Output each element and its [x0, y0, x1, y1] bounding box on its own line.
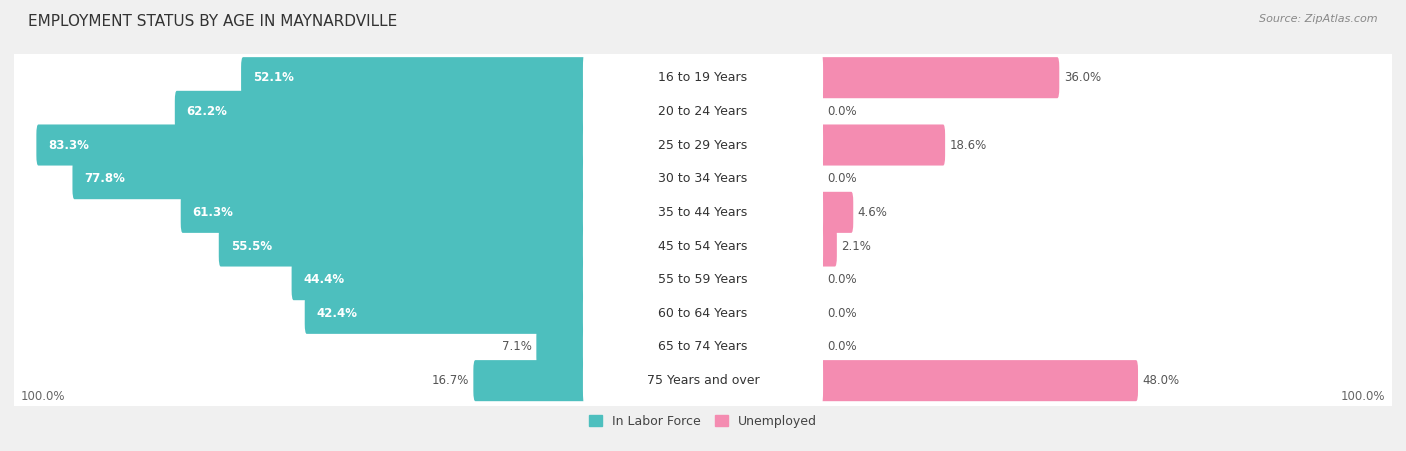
- FancyBboxPatch shape: [820, 226, 837, 267]
- FancyBboxPatch shape: [13, 147, 1393, 210]
- FancyBboxPatch shape: [820, 57, 1059, 98]
- Text: 2.1%: 2.1%: [841, 239, 872, 253]
- FancyBboxPatch shape: [583, 210, 823, 282]
- FancyBboxPatch shape: [13, 115, 1393, 175]
- FancyBboxPatch shape: [13, 316, 1393, 378]
- Text: 25 to 29 Years: 25 to 29 Years: [658, 138, 748, 152]
- Text: 75 Years and over: 75 Years and over: [647, 374, 759, 387]
- Text: 20 to 24 Years: 20 to 24 Years: [658, 105, 748, 118]
- Text: 36.0%: 36.0%: [1064, 71, 1101, 84]
- Text: 83.3%: 83.3%: [48, 138, 89, 152]
- FancyBboxPatch shape: [174, 91, 586, 132]
- FancyBboxPatch shape: [13, 350, 1393, 411]
- Text: 65 to 74 Years: 65 to 74 Years: [658, 341, 748, 354]
- FancyBboxPatch shape: [820, 192, 853, 233]
- Text: 52.1%: 52.1%: [253, 71, 294, 84]
- FancyBboxPatch shape: [13, 282, 1393, 345]
- Text: 0.0%: 0.0%: [828, 307, 858, 320]
- Text: 100.0%: 100.0%: [21, 390, 65, 403]
- Text: 45 to 54 Years: 45 to 54 Years: [658, 239, 748, 253]
- FancyBboxPatch shape: [13, 81, 1393, 142]
- FancyBboxPatch shape: [820, 360, 1137, 401]
- Text: 48.0%: 48.0%: [1143, 374, 1180, 387]
- FancyBboxPatch shape: [305, 293, 586, 334]
- Text: 44.4%: 44.4%: [304, 273, 344, 286]
- Text: 7.1%: 7.1%: [502, 341, 531, 354]
- FancyBboxPatch shape: [583, 176, 823, 248]
- FancyBboxPatch shape: [291, 259, 586, 300]
- FancyBboxPatch shape: [13, 46, 1393, 109]
- FancyBboxPatch shape: [583, 76, 823, 147]
- FancyBboxPatch shape: [13, 316, 1393, 377]
- FancyBboxPatch shape: [37, 124, 586, 166]
- Text: 0.0%: 0.0%: [828, 172, 858, 185]
- Text: 16.7%: 16.7%: [432, 374, 468, 387]
- Text: 42.4%: 42.4%: [316, 307, 357, 320]
- FancyBboxPatch shape: [583, 311, 823, 383]
- FancyBboxPatch shape: [13, 249, 1393, 310]
- Text: 16 to 19 Years: 16 to 19 Years: [658, 71, 748, 84]
- Text: 55.5%: 55.5%: [231, 239, 271, 253]
- Text: 0.0%: 0.0%: [828, 341, 858, 354]
- FancyBboxPatch shape: [474, 360, 586, 401]
- Text: 77.8%: 77.8%: [84, 172, 125, 185]
- Text: EMPLOYMENT STATUS BY AGE IN MAYNARDVILLE: EMPLOYMENT STATUS BY AGE IN MAYNARDVILLE: [28, 14, 398, 28]
- FancyBboxPatch shape: [13, 215, 1393, 277]
- FancyBboxPatch shape: [181, 192, 586, 233]
- Text: 0.0%: 0.0%: [828, 273, 858, 286]
- FancyBboxPatch shape: [13, 114, 1393, 176]
- FancyBboxPatch shape: [13, 181, 1393, 244]
- Text: 55 to 59 Years: 55 to 59 Years: [658, 273, 748, 286]
- Text: 30 to 34 Years: 30 to 34 Years: [658, 172, 748, 185]
- FancyBboxPatch shape: [73, 158, 586, 199]
- FancyBboxPatch shape: [13, 249, 1393, 311]
- Text: 100.0%: 100.0%: [1341, 390, 1385, 403]
- Text: 18.6%: 18.6%: [949, 138, 987, 152]
- FancyBboxPatch shape: [536, 327, 586, 368]
- FancyBboxPatch shape: [13, 216, 1393, 276]
- FancyBboxPatch shape: [583, 109, 823, 181]
- FancyBboxPatch shape: [13, 283, 1393, 344]
- Text: Source: ZipAtlas.com: Source: ZipAtlas.com: [1260, 14, 1378, 23]
- Text: 4.6%: 4.6%: [858, 206, 887, 219]
- FancyBboxPatch shape: [13, 182, 1393, 243]
- FancyBboxPatch shape: [583, 143, 823, 215]
- Text: 60 to 64 Years: 60 to 64 Years: [658, 307, 748, 320]
- Text: 62.2%: 62.2%: [187, 105, 228, 118]
- FancyBboxPatch shape: [583, 244, 823, 315]
- FancyBboxPatch shape: [13, 350, 1393, 412]
- FancyBboxPatch shape: [583, 345, 823, 416]
- Text: 35 to 44 Years: 35 to 44 Years: [658, 206, 748, 219]
- FancyBboxPatch shape: [240, 57, 586, 98]
- Text: 0.0%: 0.0%: [828, 105, 858, 118]
- Legend: In Labor Force, Unemployed: In Labor Force, Unemployed: [589, 415, 817, 428]
- Text: 61.3%: 61.3%: [193, 206, 233, 219]
- FancyBboxPatch shape: [219, 226, 586, 267]
- FancyBboxPatch shape: [13, 47, 1393, 108]
- FancyBboxPatch shape: [820, 124, 945, 166]
- FancyBboxPatch shape: [13, 148, 1393, 209]
- FancyBboxPatch shape: [583, 42, 823, 114]
- FancyBboxPatch shape: [583, 277, 823, 349]
- FancyBboxPatch shape: [13, 80, 1393, 143]
